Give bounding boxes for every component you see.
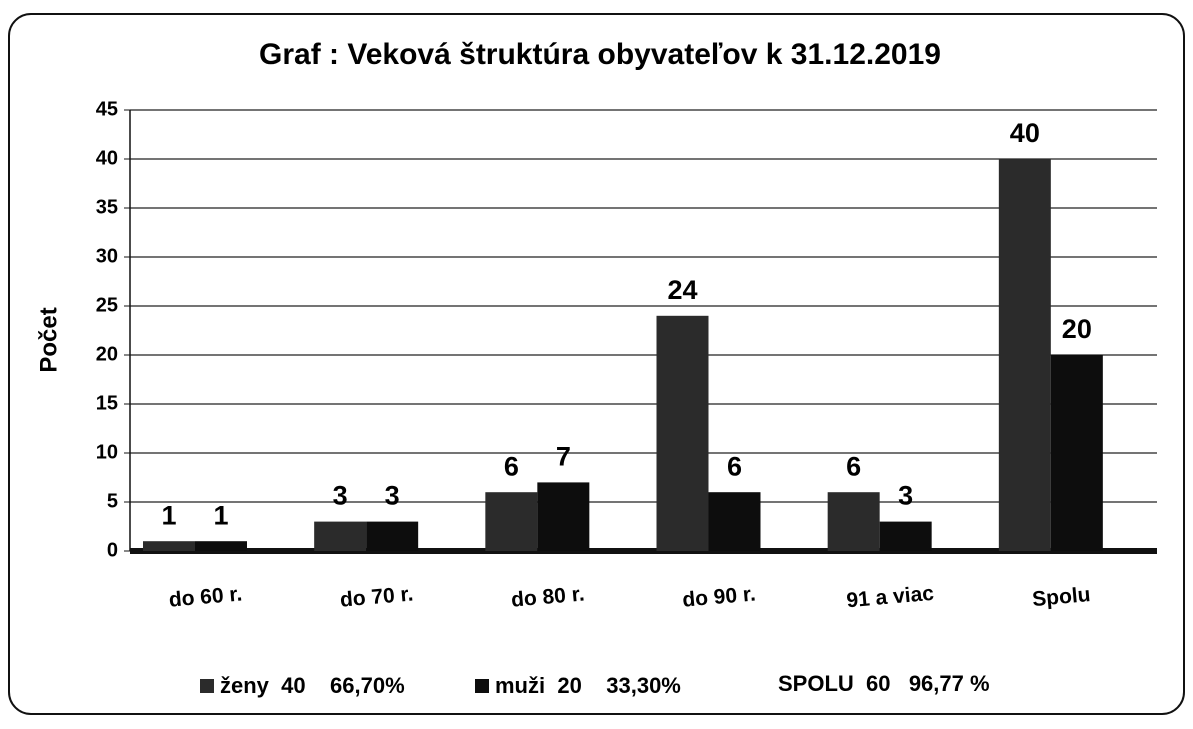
x-tick-label: do 60 r. [168, 582, 243, 611]
y-tick-label: 45 [96, 98, 118, 120]
x-tick-label: 91 a viac [846, 582, 936, 613]
y-axis-label: Počet [35, 307, 62, 372]
chart-title: Graf : Veková štruktúra obyvateľov k 31.… [259, 38, 941, 71]
y-tick-label: 5 [107, 490, 118, 512]
data-label: 6 [504, 451, 519, 481]
bar [656, 315, 709, 551]
data-label: 3 [333, 481, 348, 511]
y-tick-label: 40 [96, 147, 118, 169]
y-tick-label: 35 [96, 196, 118, 218]
y-tick-label: 20 [96, 343, 118, 365]
y-tick-label: 30 [96, 245, 118, 267]
bar [998, 159, 1051, 551]
data-label: 40 [1010, 118, 1040, 148]
y-tick-label: 0 [107, 539, 118, 561]
data-label: 6 [846, 451, 861, 481]
data-label: 24 [667, 275, 697, 305]
bar [537, 482, 590, 551]
bar [1050, 355, 1103, 551]
data-label: 1 [161, 500, 176, 530]
y-tick-label: 15 [96, 392, 118, 414]
bar [708, 492, 761, 551]
data-label: 3 [898, 481, 913, 511]
bar [879, 521, 932, 551]
x-tick-label: do 90 r. [681, 582, 756, 611]
data-label: 1 [213, 500, 228, 530]
bar [195, 541, 247, 551]
x-tick-label: Spolu [1031, 583, 1091, 611]
x-tick-label: do 70 r. [339, 582, 414, 611]
y-tick-label: 25 [96, 294, 118, 316]
legend-label: muži 20 33,30% [495, 673, 681, 698]
bar [314, 521, 367, 551]
legend-swatch [475, 679, 489, 693]
frame [8, 13, 1185, 715]
data-label: 7 [556, 442, 571, 472]
legend-swatch [200, 679, 214, 693]
data-label: 3 [385, 481, 400, 511]
bar [485, 492, 538, 551]
legend-extra: SPOLU 60 96,77 % [778, 671, 990, 696]
bar [143, 541, 195, 551]
x-axis-floor [130, 548, 1157, 554]
data-label: 6 [727, 451, 742, 481]
x-tick-label: do 80 r. [510, 582, 585, 611]
legend-label: ženy 40 66,70% [220, 673, 405, 698]
bar [827, 492, 880, 551]
bar [366, 521, 419, 551]
data-label: 20 [1062, 314, 1092, 344]
y-tick-label: 10 [96, 441, 118, 463]
